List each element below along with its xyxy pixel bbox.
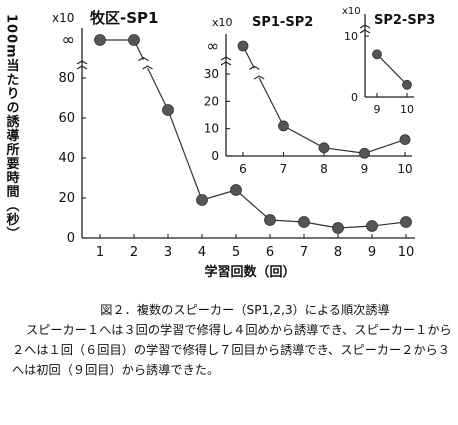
x-tick-label: 9 xyxy=(361,162,369,176)
y-tick-label: 40 xyxy=(58,151,75,166)
data-point xyxy=(278,120,289,132)
inset-chart-sp1-sp2: 0 10 20 30 ∞ 6 7 8 9 10 x10 SP1-SP2 xyxy=(204,15,413,176)
multiplier-label: x10 xyxy=(342,6,361,17)
y-axis-label: 100m当たりの誘導所要時間（秒） xyxy=(4,14,21,241)
x-tick-label: 10 xyxy=(397,162,412,176)
series-line xyxy=(258,77,285,127)
series-break-mark xyxy=(249,65,265,80)
series-line xyxy=(147,67,169,111)
y-tick-label: 30 xyxy=(204,67,219,81)
x-tick-label: 7 xyxy=(280,162,288,176)
data-point xyxy=(332,222,344,234)
x-tick-label: 5 xyxy=(232,245,240,260)
y-tick-label: 10 xyxy=(344,30,358,43)
x-tick-label: 7 xyxy=(300,245,308,260)
multiplier-label: x10 xyxy=(212,16,233,29)
series-line xyxy=(376,53,408,86)
x-tick-label: 8 xyxy=(334,245,342,260)
x-tick-label: 2 xyxy=(130,245,138,260)
data-point xyxy=(402,79,412,90)
data-point xyxy=(162,104,174,116)
x-tick-label: 1 xyxy=(96,245,104,260)
caption-body: スピーカー１へは３回の学習で修得し４回めから誘導でき、スピーカー１から２へは１回… xyxy=(12,323,452,377)
series-break-mark xyxy=(138,56,153,70)
data-point xyxy=(366,220,378,232)
y-tick-label: 80 xyxy=(58,71,75,86)
chart-title: SP2-SP3 xyxy=(374,13,435,28)
chart-title: SP1-SP2 xyxy=(252,15,313,30)
axis-break-mark xyxy=(220,56,232,61)
data-point xyxy=(372,49,382,60)
figure-caption: 図２．複数のスピーカー（SP1,2,3）による順次誘導 スピーカー１へは３回の学… xyxy=(12,300,452,380)
data-point xyxy=(230,184,242,196)
data-point xyxy=(128,34,140,46)
y-tick-label-infinity: ∞ xyxy=(207,37,220,55)
axis-break-mark xyxy=(76,65,88,70)
data-point xyxy=(237,40,249,52)
series-line xyxy=(323,147,365,154)
y-tick-label: 20 xyxy=(58,191,75,206)
x-tick-label: 3 xyxy=(164,245,172,260)
axis-break-mark xyxy=(220,61,232,66)
multiplier-label: x10 xyxy=(52,11,74,25)
y-tick-label-infinity: ∞ xyxy=(62,30,75,49)
y-tick-label: 0 xyxy=(211,149,219,163)
x-tick-label: 6 xyxy=(239,162,247,176)
y-tick-label: 60 xyxy=(58,111,75,126)
y-tick-label: 0 xyxy=(67,231,75,246)
data-point xyxy=(94,34,106,46)
data-point xyxy=(359,147,370,159)
x-tick-label: 9 xyxy=(368,245,376,260)
data-point xyxy=(400,216,412,228)
data-point xyxy=(298,216,310,228)
series-line xyxy=(235,189,271,221)
series-line xyxy=(364,139,406,154)
data-point xyxy=(318,142,330,154)
x-tick-label: 10 xyxy=(400,103,414,116)
y-tick-label: 20 xyxy=(204,94,219,108)
x-tick-label: 8 xyxy=(320,162,328,176)
inset-chart-sp2-sp3: 0 10 9 10 x10 SP2-SP3 xyxy=(342,6,435,116)
axis-break-mark xyxy=(76,60,88,65)
series-line xyxy=(167,109,203,201)
x-tick-label: 10 xyxy=(398,245,415,260)
x-tick-label: 9 xyxy=(374,103,381,116)
y-tick-label: 10 xyxy=(204,122,219,136)
x-tick-label: 4 xyxy=(198,245,206,260)
series-line xyxy=(201,189,237,201)
axis-break-mark xyxy=(359,24,371,29)
axis-break-mark xyxy=(359,29,371,34)
data-point xyxy=(399,134,411,146)
x-tick-label: 6 xyxy=(266,245,274,260)
x-axis-label: 学習回数（回） xyxy=(204,264,295,280)
data-point xyxy=(264,214,276,226)
chart-title: 牧区-SP1 xyxy=(90,9,158,27)
data-point xyxy=(196,194,208,206)
y-tick-label: 0 xyxy=(351,91,358,104)
caption-title: 図２．複数のスピーカー（SP1,2,3）による順次誘導 xyxy=(100,303,390,317)
series-line xyxy=(283,125,325,149)
